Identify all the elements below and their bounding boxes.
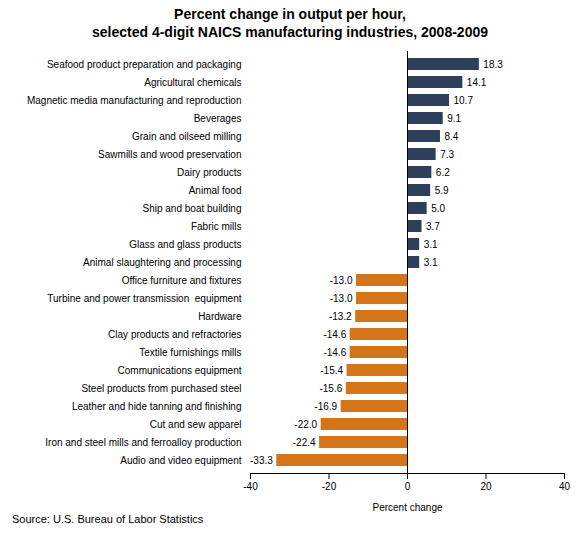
svg-text:Office furniture and fixtures: Office furniture and fixtures	[122, 275, 242, 286]
svg-text:6.2: 6.2	[436, 167, 450, 178]
svg-text:3.1: 3.1	[424, 239, 438, 250]
svg-text:-22.0: -22.0	[294, 419, 317, 430]
svg-text:5.9: 5.9	[435, 185, 449, 196]
svg-text:-14.6: -14.6	[323, 329, 346, 340]
svg-text:-16.9: -16.9	[314, 401, 337, 412]
svg-text:Clay products and refractories: Clay products and refractories	[108, 329, 241, 340]
svg-text:Turbine and power transmission: Turbine and power transmission equipment	[47, 293, 241, 304]
svg-text:Grain and oilseed milling: Grain and oilseed milling	[132, 131, 242, 142]
svg-text:-15.4: -15.4	[320, 365, 343, 376]
svg-text:Fabric mills: Fabric mills	[191, 221, 242, 232]
svg-text:Beverages: Beverages	[194, 113, 242, 124]
svg-text:3.7: 3.7	[426, 221, 440, 232]
svg-text:-13.2: -13.2	[329, 311, 352, 322]
svg-text:9.1: 9.1	[447, 113, 461, 124]
html-text:Percent change in output per h: Percent change in output per hour, selec…	[92, 6, 488, 40]
svg-text:-33.3: -33.3	[250, 455, 273, 466]
svg-text:-15.6: -15.6	[319, 383, 342, 394]
svg-text:-40: -40	[243, 481, 258, 492]
svg-text:8.4: 8.4	[444, 131, 458, 142]
svg-text:-13.0: -13.0	[330, 275, 353, 286]
svg-text:Ship and boat building: Ship and boat building	[143, 203, 242, 214]
svg-text:3.1: 3.1	[424, 257, 438, 268]
svg-text:7.3: 7.3	[440, 149, 454, 160]
svg-text:Animal slaughtering and proces: Animal slaughtering and processing	[83, 257, 241, 268]
svg-text:0: 0	[405, 481, 411, 492]
svg-text:14.1: 14.1	[467, 77, 487, 88]
svg-text:-14.6: -14.6	[323, 347, 346, 358]
svg-text:Cut and sew apparel: Cut and sew apparel	[150, 419, 242, 430]
svg-text:Communications equipment: Communications equipment	[118, 365, 242, 376]
svg-text:Dairy products: Dairy products	[177, 167, 241, 178]
svg-text:-22.4: -22.4	[293, 437, 316, 448]
svg-text:Magnetic media manufacturing a: Magnetic media manufacturing and reprodu…	[27, 95, 242, 106]
svg-text:Textile furnishings mills: Textile furnishings mills	[139, 347, 241, 358]
svg-text:Iron and steel mills and ferro: Iron and steel mills and ferroalloy prod…	[45, 437, 241, 448]
svg-text:Agricultural chemicals: Agricultural chemicals	[144, 77, 241, 88]
svg-text:Hardware: Hardware	[198, 311, 242, 322]
svg-text:Animal food: Animal food	[189, 185, 242, 196]
svg-text:Steel products from purchased: Steel products from purchased steel	[81, 383, 241, 394]
svg-text:18.3: 18.3	[483, 59, 503, 70]
svg-text:5.0: 5.0	[431, 203, 445, 214]
svg-text:-13.0: -13.0	[330, 293, 353, 304]
svg-text:Glass and glass products: Glass and glass products	[129, 239, 241, 250]
svg-text:-20: -20	[322, 481, 337, 492]
svg-text:Seafood product preparation an: Seafood product preparation and packagin…	[47, 59, 242, 70]
svg-text:40: 40	[559, 481, 571, 492]
svg-text:Sawmills and wood preservation: Sawmills and wood preservation	[98, 149, 241, 160]
svg-text:Audio and video equipment: Audio and video equipment	[120, 455, 241, 466]
html-text:Source: U.S. Bureau of Labor S: Source: U.S. Bureau of Labor Statistics	[12, 513, 204, 525]
svg-text:Percent change: Percent change	[372, 502, 442, 513]
svg-text:20: 20	[480, 481, 492, 492]
svg-text:10.7: 10.7	[453, 95, 473, 106]
svg-text:Leather and hide tanning and f: Leather and hide tanning and finishing	[72, 401, 242, 412]
